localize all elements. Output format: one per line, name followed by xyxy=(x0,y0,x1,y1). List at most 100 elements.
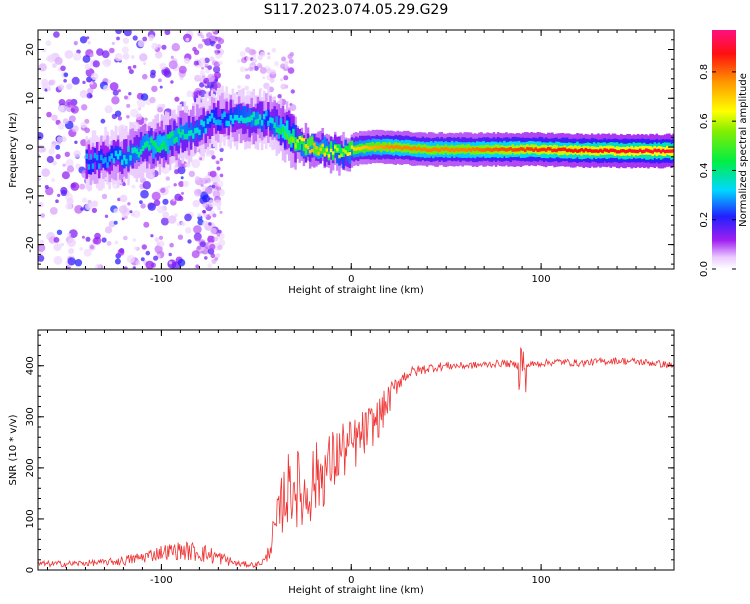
heatmap-ridge-cell xyxy=(219,120,222,126)
heatmap-ridge-cell xyxy=(200,123,203,138)
heatmap-noise-cell xyxy=(79,90,88,98)
heatmap-ridge-cell xyxy=(98,163,101,169)
heatmap-noise-cell xyxy=(46,155,54,164)
heatmap-ridge-cell xyxy=(246,116,249,123)
heatmap-ridge-cell xyxy=(538,148,542,152)
heatmap-ridge-cell xyxy=(158,134,162,149)
heatmap-ridge-cell xyxy=(379,144,383,148)
heatmap-noise-cell xyxy=(70,182,80,191)
heatmap-ridge-cell xyxy=(369,146,372,150)
heatmap-noise-cell xyxy=(147,202,156,211)
heatmap-ridge-cell xyxy=(419,147,423,152)
heatmap-ridge-cell xyxy=(329,148,333,153)
snr-ylabel: SNR (10 * v/v) xyxy=(8,414,19,485)
heatmap-ridge-cell xyxy=(227,120,230,127)
heatmap-noise-cell xyxy=(213,71,221,79)
heatmap-noise-cell xyxy=(114,258,121,265)
heatmap-ridge-cell xyxy=(100,154,103,161)
heatmap-noise-cell xyxy=(47,54,56,63)
heatmap-ridge-cell xyxy=(164,134,168,149)
heatmap-noise-cell xyxy=(81,235,85,239)
heatmap-ridge-cell xyxy=(526,147,529,151)
heatmap-noise-cell xyxy=(91,72,99,81)
heatmap-ridge-cell xyxy=(590,149,594,153)
heatmap-ridge-cell xyxy=(317,147,320,156)
heatmap-noise-cell xyxy=(55,199,59,203)
heatmap-ridge-cell xyxy=(240,115,243,121)
heatmap-noise-cell xyxy=(262,76,266,80)
heatmap-noise-cell xyxy=(92,60,100,68)
heatmap-noise-cell xyxy=(269,77,275,83)
heatmap-ridge-cell xyxy=(603,148,606,152)
heatmap-ridge-cell xyxy=(146,136,149,162)
heatmap-noise-cell xyxy=(45,186,54,196)
heatmap-noise-cell xyxy=(199,241,206,248)
heatmap-ridge-cell xyxy=(597,149,600,154)
heatmap-ridge-cell xyxy=(223,113,226,128)
x-tick-label: 0 xyxy=(348,575,354,586)
heatmap-ridge-cell xyxy=(643,149,646,153)
heatmap-ridge-cell xyxy=(233,114,237,121)
heatmap-ridge-cell xyxy=(344,145,347,155)
heatmap-ridge-cell xyxy=(169,132,172,138)
heatmap-ridge-cell xyxy=(166,140,170,154)
heatmap-noise-cell xyxy=(156,241,161,246)
heatmap-noise-cell xyxy=(198,89,207,98)
heatmap-ridge-cell xyxy=(467,147,471,151)
heatmap-ridge-cell xyxy=(509,147,512,151)
heatmap-noise-cell xyxy=(164,186,169,190)
heatmap-noise-cell xyxy=(66,106,73,113)
heatmap-ridge-cell xyxy=(396,145,400,149)
heatmap-noise-cell xyxy=(216,160,220,165)
heatmap-ridge-cell xyxy=(185,133,189,140)
heatmap-noise-cell xyxy=(150,234,154,238)
heatmap-noise-cell xyxy=(217,229,222,234)
y-tick-label: -10 xyxy=(25,188,36,204)
heatmap-noise-cell xyxy=(130,55,135,59)
heatmap-ridge-cell xyxy=(85,153,88,179)
heatmap-ridge-cell xyxy=(377,146,381,150)
heatmap-noise-cell xyxy=(283,75,289,81)
heatmap-noise-cell xyxy=(115,30,122,35)
heatmap-noise-cell xyxy=(60,65,66,72)
heatmap-noise-cell xyxy=(38,63,47,72)
heatmap-ridge-cell xyxy=(156,146,159,152)
heatmap-ridge-cell xyxy=(484,148,487,152)
heatmap-ridge-cell xyxy=(148,144,151,151)
heatmap-noise-cell xyxy=(53,31,60,38)
heatmap-ridge-cell xyxy=(459,147,462,152)
heatmap-noise-cell xyxy=(277,94,282,99)
heatmap-ridge-cell xyxy=(313,145,316,154)
heatmap-ridge-cell xyxy=(668,149,671,153)
colorbar-tick-label: 0.2 xyxy=(699,212,710,228)
heatmap-ridge-cell xyxy=(298,133,301,149)
heatmap-noise-cell xyxy=(132,266,136,269)
heatmap-ridge-cell xyxy=(620,149,623,153)
heatmap-noise-cell xyxy=(219,173,224,178)
heatmap-noise-cell xyxy=(208,222,212,226)
heatmap-ridge-cell xyxy=(244,117,247,124)
heatmap-noise-cell xyxy=(60,186,68,195)
heatmap-ridge-cell xyxy=(482,148,485,152)
heatmap-noise-cell xyxy=(84,63,91,71)
heatmap-ridge-cell xyxy=(547,147,550,151)
heatmap-noise-cell xyxy=(60,136,67,143)
heatmap-noise-cell xyxy=(124,215,128,219)
y-tick-label: 100 xyxy=(25,509,36,528)
heatmap-ridge-cell xyxy=(461,147,464,152)
heatmap-ridge-cell xyxy=(187,130,191,137)
heatmap-noise-cell xyxy=(172,198,176,202)
heatmap-noise-cell xyxy=(106,241,112,246)
heatmap-ridge-cell xyxy=(300,140,304,157)
heatmap-noise-cell xyxy=(65,99,74,108)
heatmap-noise-cell xyxy=(101,237,107,243)
heatmap-noise-cell xyxy=(204,57,210,64)
heatmap-ridge-cell xyxy=(476,147,479,151)
heatmap-noise-cell xyxy=(103,85,110,91)
heatmap-ridge-cell xyxy=(279,118,283,133)
heatmap-noise-cell xyxy=(57,84,65,91)
heatmap-noise-cell xyxy=(126,255,135,264)
heatmap-ridge-cell xyxy=(116,146,120,161)
heatmap-noise-cell xyxy=(109,82,119,91)
heatmap-ridge-cell xyxy=(367,146,370,150)
